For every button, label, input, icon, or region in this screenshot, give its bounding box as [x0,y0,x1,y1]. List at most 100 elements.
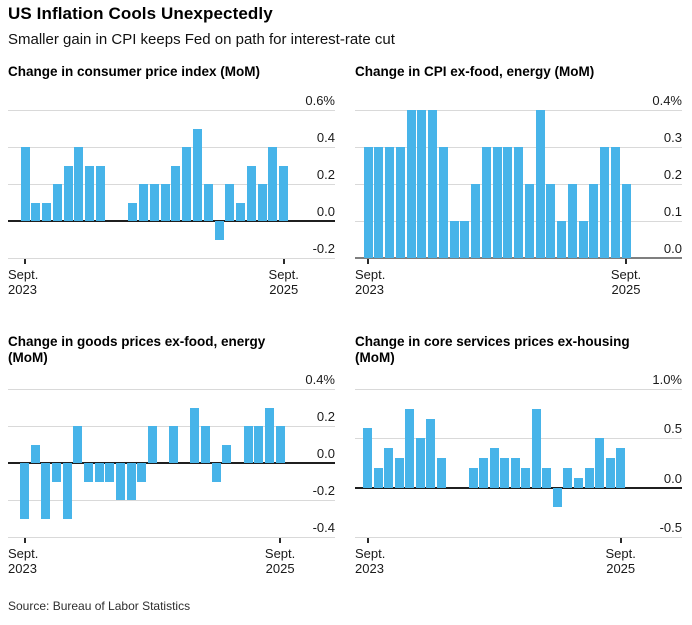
chart-title-line: Change in CPI ex-food, energy (MoM) [355,64,595,79]
bar [95,165,105,221]
bar [616,448,626,488]
bar [479,458,489,488]
chart-core-services-mom: Change in core services prices ex-housin… [355,334,689,585]
y-axis-label: -0.5 [659,520,682,535]
bar [279,165,289,221]
bar [190,407,200,463]
chart-title-line: Change in consumer price index (MoM) [8,64,261,79]
axis-tick [625,259,627,264]
bar [460,221,470,258]
bar [471,184,480,258]
gridline [8,110,335,111]
bar [211,463,221,482]
bar [63,165,73,221]
bar [363,428,372,488]
plot-area: 0.4% 0.3 0.2 0.1 0.0 Sept. 2023 Sept. 2025 [355,93,682,306]
y-axis-label: 0.4% [305,372,335,387]
y-axis-label: 0.1 [663,204,682,219]
bar [83,463,93,482]
bar [236,202,246,221]
bar [42,202,52,221]
bar [500,458,510,488]
plot-area: 1.0% 0.5 0.0 -0.5 Sept. 2023 Sept. 2025 [355,372,682,585]
bar [489,448,499,488]
chart-title-line: (MoM) [8,350,48,365]
bar [373,467,383,488]
bar [563,467,573,488]
source-note: Source: Bureau of Labor Statistics [8,599,191,613]
bar [589,184,599,258]
bar [147,426,157,463]
bar [552,487,562,508]
chart-core-goods-mom: Change in goods prices ex-food, energy (M… [8,334,342,585]
bar [52,184,62,221]
x-axis-label-end: Sept. 2025 [268,267,299,297]
bar [600,147,609,258]
y-axis-label: 0.6% [305,93,335,108]
bar [203,184,213,221]
bar [214,221,224,240]
y-axis-label: 0.4% [652,93,682,108]
bar [149,184,159,221]
bar [510,458,520,488]
y-axis-label: 0.0 [663,241,682,256]
bar [449,221,459,258]
bar [374,147,384,258]
bar [503,147,513,258]
y-axis-label: -0.2 [312,241,335,256]
bar [621,184,631,258]
bar [610,147,620,258]
bar [584,467,594,488]
chart-cpi-mom: Change in consumer price index (MoM) 0.6%… [8,64,342,306]
bar [605,458,615,488]
bar [481,147,491,258]
x-axis-label-end: Sept. 2025 [605,546,636,576]
bar [225,184,235,221]
gridline [8,389,335,390]
chart-title-line: Change in core services prices ex-housin… [355,334,630,349]
zero-gridline [8,220,335,222]
y-axis-label: 0.4 [316,130,335,145]
bar [73,426,83,463]
y-axis-label: 0.2 [663,167,682,182]
axis-tick [279,538,282,543]
bar [243,426,253,463]
bar [521,467,531,488]
plot-area: 0.4% 0.2 0.0 -0.2 -0.4 Sept. 2023 Sept. 2025 [8,372,335,585]
y-axis-label: 0.3 [663,130,682,145]
bar [574,477,583,488]
bar [395,147,405,258]
bar [115,463,125,500]
x-axis-label-end: Sept. 2025 [610,267,642,297]
bar [394,458,404,488]
bar [264,407,274,463]
bar [595,438,605,488]
page-title: US Inflation Cools Unexpectedly [8,4,273,23]
bar [41,463,51,519]
bar [557,221,566,258]
gridline [8,537,335,538]
bar [363,147,373,258]
bar [160,184,170,221]
y-axis-label: 0.5 [663,421,682,437]
bar [192,128,202,221]
bar [428,110,437,258]
bar [254,426,264,463]
zero-gridline [355,486,682,489]
bar [74,147,84,221]
gridline [355,110,682,111]
bar [524,184,534,258]
bar [139,184,149,221]
gridline [355,537,682,538]
bar [405,408,415,488]
bar [257,184,267,221]
bar [30,444,40,463]
x-axis-label-end: Sept. 2025 [264,546,296,576]
bar [578,221,588,258]
bar [514,147,523,258]
x-axis-label-start: Sept. 2023 [355,267,386,297]
bar [94,463,104,482]
bar [535,110,545,258]
axis-tick [366,538,369,543]
x-axis-label-start: Sept. 2023 [8,546,39,576]
